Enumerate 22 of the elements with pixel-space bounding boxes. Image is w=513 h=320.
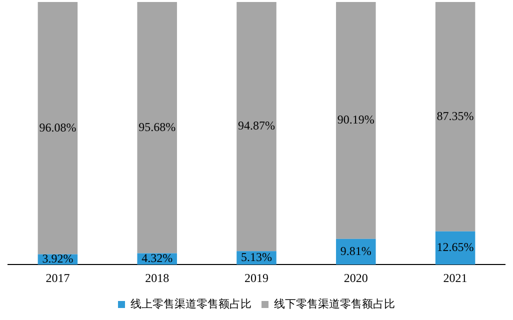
data-label: 12.65%: [436, 240, 474, 254]
bar: [236, 2, 276, 252]
data-label: 9.81%: [340, 244, 372, 258]
data-label: 4.32%: [142, 251, 173, 266]
bar: [137, 2, 177, 254]
x-tick-label: 2019: [244, 270, 268, 285]
legend-label: 线下零售渠道零售额占比: [274, 297, 395, 310]
x-tick-label: 2017: [46, 270, 70, 285]
bar: [435, 2, 476, 232]
legend-label: 线上零售渠道零售额占比: [130, 297, 252, 310]
data-label: 87.35%: [436, 108, 474, 123]
x-tick-label: 2020: [344, 270, 368, 285]
x-tick-label: 2018: [145, 270, 170, 285]
data-label: 3.92%: [42, 252, 74, 266]
data-label: 90.19%: [337, 112, 374, 127]
data-label: 95.68%: [138, 120, 176, 134]
bar: [38, 2, 78, 254]
data-label: 5.13%: [241, 250, 272, 264]
x-tick-label: 2021: [443, 270, 468, 285]
bar: [336, 2, 376, 239]
data-label: 96.08%: [39, 120, 76, 134]
data-label: 94.87%: [238, 118, 275, 133]
